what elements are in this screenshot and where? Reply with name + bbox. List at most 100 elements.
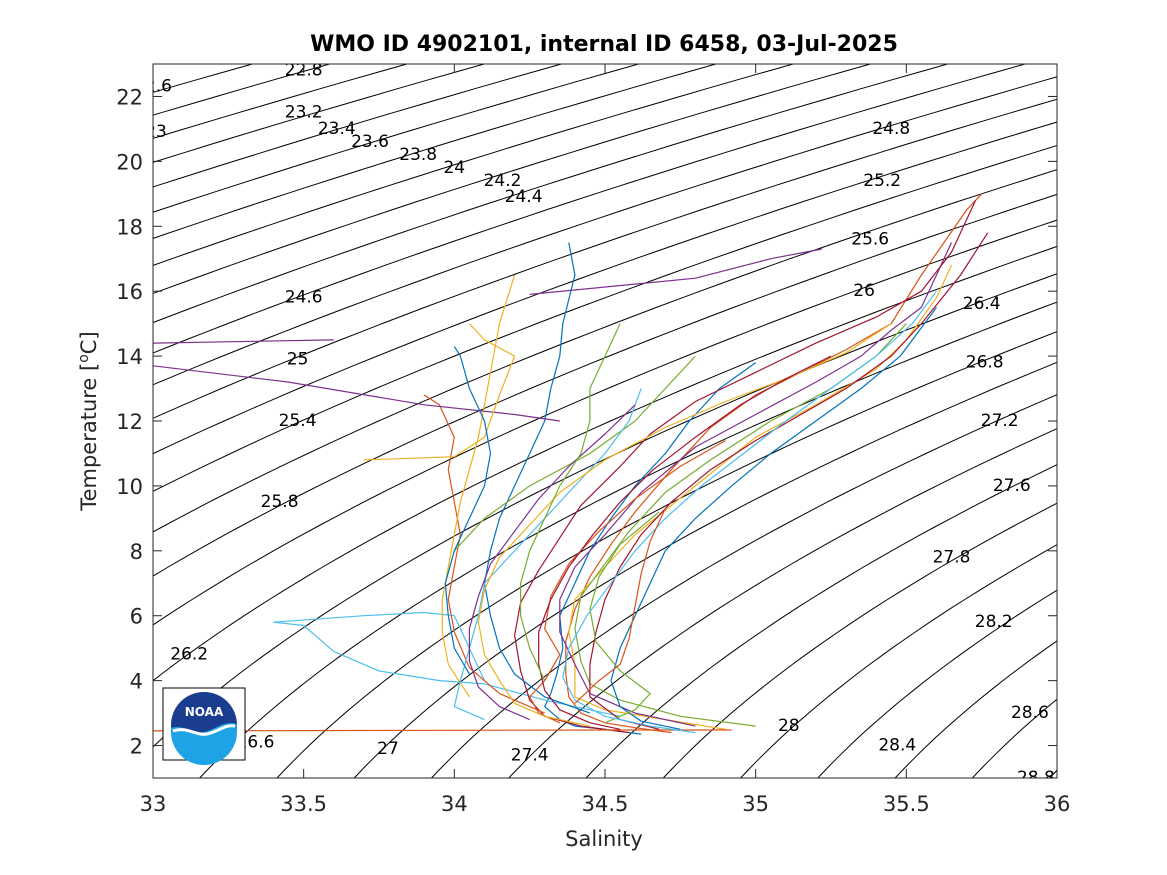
isopycnal-line xyxy=(153,193,1057,577)
isopycnal-label: 27.8 xyxy=(933,547,971,567)
isopycnal-label: 28.8 xyxy=(1017,768,1055,788)
isopycnal-label: 23.4 xyxy=(318,119,356,139)
profile-line xyxy=(559,242,953,727)
noaa-logo-wordmark: NOAA xyxy=(185,705,224,719)
profile-line xyxy=(423,394,545,714)
isopycnal-line xyxy=(508,428,1057,778)
isopycnal-label: 23.6 xyxy=(351,132,389,152)
isopycnal-label: 24.6 xyxy=(285,288,323,308)
y-tick-label: 12 xyxy=(116,410,143,434)
profile-line xyxy=(453,355,696,552)
isopycnal-line xyxy=(817,589,1057,778)
isopycnal-line xyxy=(153,245,1057,682)
y-tick-label: 16 xyxy=(116,280,143,304)
isopycnal-label: 26 xyxy=(853,281,875,301)
isopycnal-label: 25.8 xyxy=(261,492,299,512)
isopycnal-line xyxy=(153,121,1057,455)
profile-line xyxy=(444,346,492,675)
profile-series xyxy=(153,193,989,735)
x-tick-label: 33 xyxy=(140,792,167,816)
isopycnal-line xyxy=(153,64,795,266)
isopycnal-label: 26.2 xyxy=(170,645,208,665)
isopycnal-label: 28.4 xyxy=(878,736,916,756)
isopycnal-label: 25.2 xyxy=(863,171,901,191)
profile-line xyxy=(610,307,937,730)
isopycnal-line xyxy=(585,464,1057,778)
isopycnal-lines xyxy=(153,64,1057,778)
profile-line xyxy=(574,323,907,727)
y-tick-label: 18 xyxy=(116,215,143,239)
isopycnal-label: 25 xyxy=(287,349,309,369)
x-tick-label: 34 xyxy=(441,792,468,816)
isopycnal-line xyxy=(153,64,873,295)
profile-line xyxy=(363,323,516,461)
y-tick-label: 14 xyxy=(116,345,143,369)
y-axis-label-end: C] xyxy=(77,331,101,354)
isopycnal-label: 25.4 xyxy=(279,411,317,431)
y-tick-label: 20 xyxy=(116,150,143,174)
isopycnal-label: 27.4 xyxy=(511,745,549,765)
isopycnal-line xyxy=(153,64,486,163)
isopycnal-label: 27.2 xyxy=(981,411,1019,431)
profile-line xyxy=(153,339,334,344)
isopycnal-line xyxy=(153,273,1057,748)
isopycnal-labels: 22.622.82323.223.423.623.82424.224.424.6… xyxy=(145,64,1055,788)
isopycnal-label: 25.6 xyxy=(851,229,889,249)
isopycnal-label: 28.2 xyxy=(975,612,1013,632)
isopycnal-label: 23 xyxy=(145,122,167,142)
isopycnal-label: 26.8 xyxy=(966,353,1004,373)
x-tick-label: 35.5 xyxy=(883,792,930,816)
isopycnal-line xyxy=(153,64,718,239)
profile-line xyxy=(538,355,832,730)
x-tick-label: 35 xyxy=(742,792,769,816)
isopycnal-line xyxy=(153,169,1057,533)
profile-line xyxy=(568,264,953,730)
noaa-logo: NOAA xyxy=(162,687,246,765)
isopycnal-line xyxy=(276,331,1057,778)
profile-line xyxy=(574,508,666,704)
isopycnal-line xyxy=(662,502,1057,778)
isopycnal-label: 27 xyxy=(377,739,399,759)
y-tick-label: 22 xyxy=(116,85,143,109)
isopycnal-line xyxy=(153,64,950,324)
isopycnal-line xyxy=(199,301,1057,778)
x-tick-label: 34.5 xyxy=(582,792,629,816)
isopycnal-line xyxy=(153,219,1057,626)
isopycnal-line xyxy=(153,64,641,213)
profile-line xyxy=(453,388,642,721)
isopycnal-label: 28.6 xyxy=(1011,703,1049,723)
isopycnal-line xyxy=(894,640,1057,778)
isopycnal-label: 27.6 xyxy=(993,476,1031,496)
isopycnal-line xyxy=(353,361,1057,778)
x-tick-label: 33.5 xyxy=(280,792,327,816)
isopycnal-line xyxy=(153,64,564,188)
profile-line xyxy=(153,729,732,732)
profile-line xyxy=(441,274,516,698)
y-axis-label: Temperature [oC] xyxy=(76,331,101,511)
y-axis-label-sup: o xyxy=(76,354,92,363)
x-tick-label: 36 xyxy=(1044,792,1071,816)
isopycnal-label: 24 xyxy=(443,158,465,178)
isopycnal-label: 26.6 xyxy=(237,732,275,752)
chart-title: WMO ID 4902101, internal ID 6458, 03-Jul… xyxy=(310,32,898,57)
isopycnal-label: 24.2 xyxy=(484,171,522,191)
profile-line xyxy=(519,323,621,681)
isopycnal-label: 23.8 xyxy=(399,145,437,165)
profile-line xyxy=(589,232,989,730)
isopycnal-label: 23.2 xyxy=(285,103,323,123)
y-tick-label: 8 xyxy=(130,540,143,564)
isopycnal-label: 24.4 xyxy=(505,187,543,207)
profile-line xyxy=(589,511,660,724)
profile-line xyxy=(477,323,892,727)
profile-line xyxy=(562,290,937,734)
isopycnal-line xyxy=(153,64,1027,354)
x-axis-label: Salinity xyxy=(565,827,643,851)
profile-line xyxy=(153,365,560,422)
isopycnal-line xyxy=(739,544,1057,778)
noaa-logo-wave xyxy=(171,723,237,765)
isopycnal-line xyxy=(153,98,1057,419)
plot-area xyxy=(153,64,1057,778)
profile-line xyxy=(529,439,726,724)
